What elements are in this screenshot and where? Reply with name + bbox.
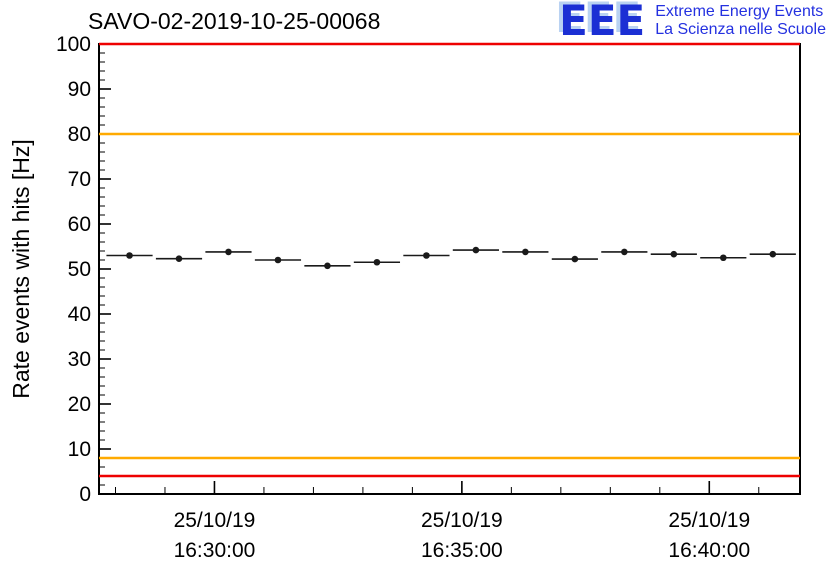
y-tick-label: 80 [68, 123, 91, 146]
x-tick-time-label: 16:35:00 [421, 539, 503, 562]
data-point [373, 258, 381, 266]
eee-logo-line-1: Extreme Energy Events [655, 3, 824, 20]
plot-frame [98, 43, 801, 495]
y-tick-label: 20 [68, 393, 91, 416]
data-point [621, 248, 628, 256]
y-tick-label: 0 [79, 483, 91, 506]
eee-logo-acronym: EEE [559, 0, 646, 45]
y-tick-label: 50 [68, 258, 91, 281]
y-tick-label: 100 [56, 33, 91, 56]
data-point [274, 256, 282, 264]
y-tick-label: 60 [68, 213, 91, 236]
data-point [571, 255, 579, 263]
data-point [423, 252, 430, 259]
data-point [670, 250, 678, 258]
x-tick-date-label: 25/10/19 [668, 509, 750, 532]
y-tick-label: 30 [68, 348, 91, 371]
eee-logo-line-2: La Scienza nelle Scuole [655, 21, 826, 38]
eee-logo-text: Extreme Energy Events La Scienza nelle S… [655, 2, 826, 39]
data-point [126, 252, 133, 259]
data-point [522, 248, 529, 256]
x-tick-date-label: 25/10/19 [421, 509, 503, 532]
x-tick-time-label: 16:40:00 [668, 539, 750, 562]
y-tick-label: 70 [68, 168, 91, 191]
chart-title: SAVO-02-2019-10-25-00068 [88, 8, 381, 34]
data-point [324, 262, 331, 270]
data-point [225, 248, 232, 256]
data-point [769, 250, 777, 258]
data-point [175, 255, 183, 262]
y-tick-label: 40 [68, 303, 91, 326]
data-point [720, 254, 727, 262]
y-tick-label: 90 [68, 78, 91, 101]
y-tick-label: 10 [68, 438, 91, 461]
data-point [472, 246, 480, 254]
x-tick-time-label: 16:30:00 [174, 539, 256, 562]
eee-logo: EEE Extreme Energy Events La Scienza nel… [559, 0, 826, 45]
x-tick-date-label: 25/10/19 [174, 509, 256, 532]
